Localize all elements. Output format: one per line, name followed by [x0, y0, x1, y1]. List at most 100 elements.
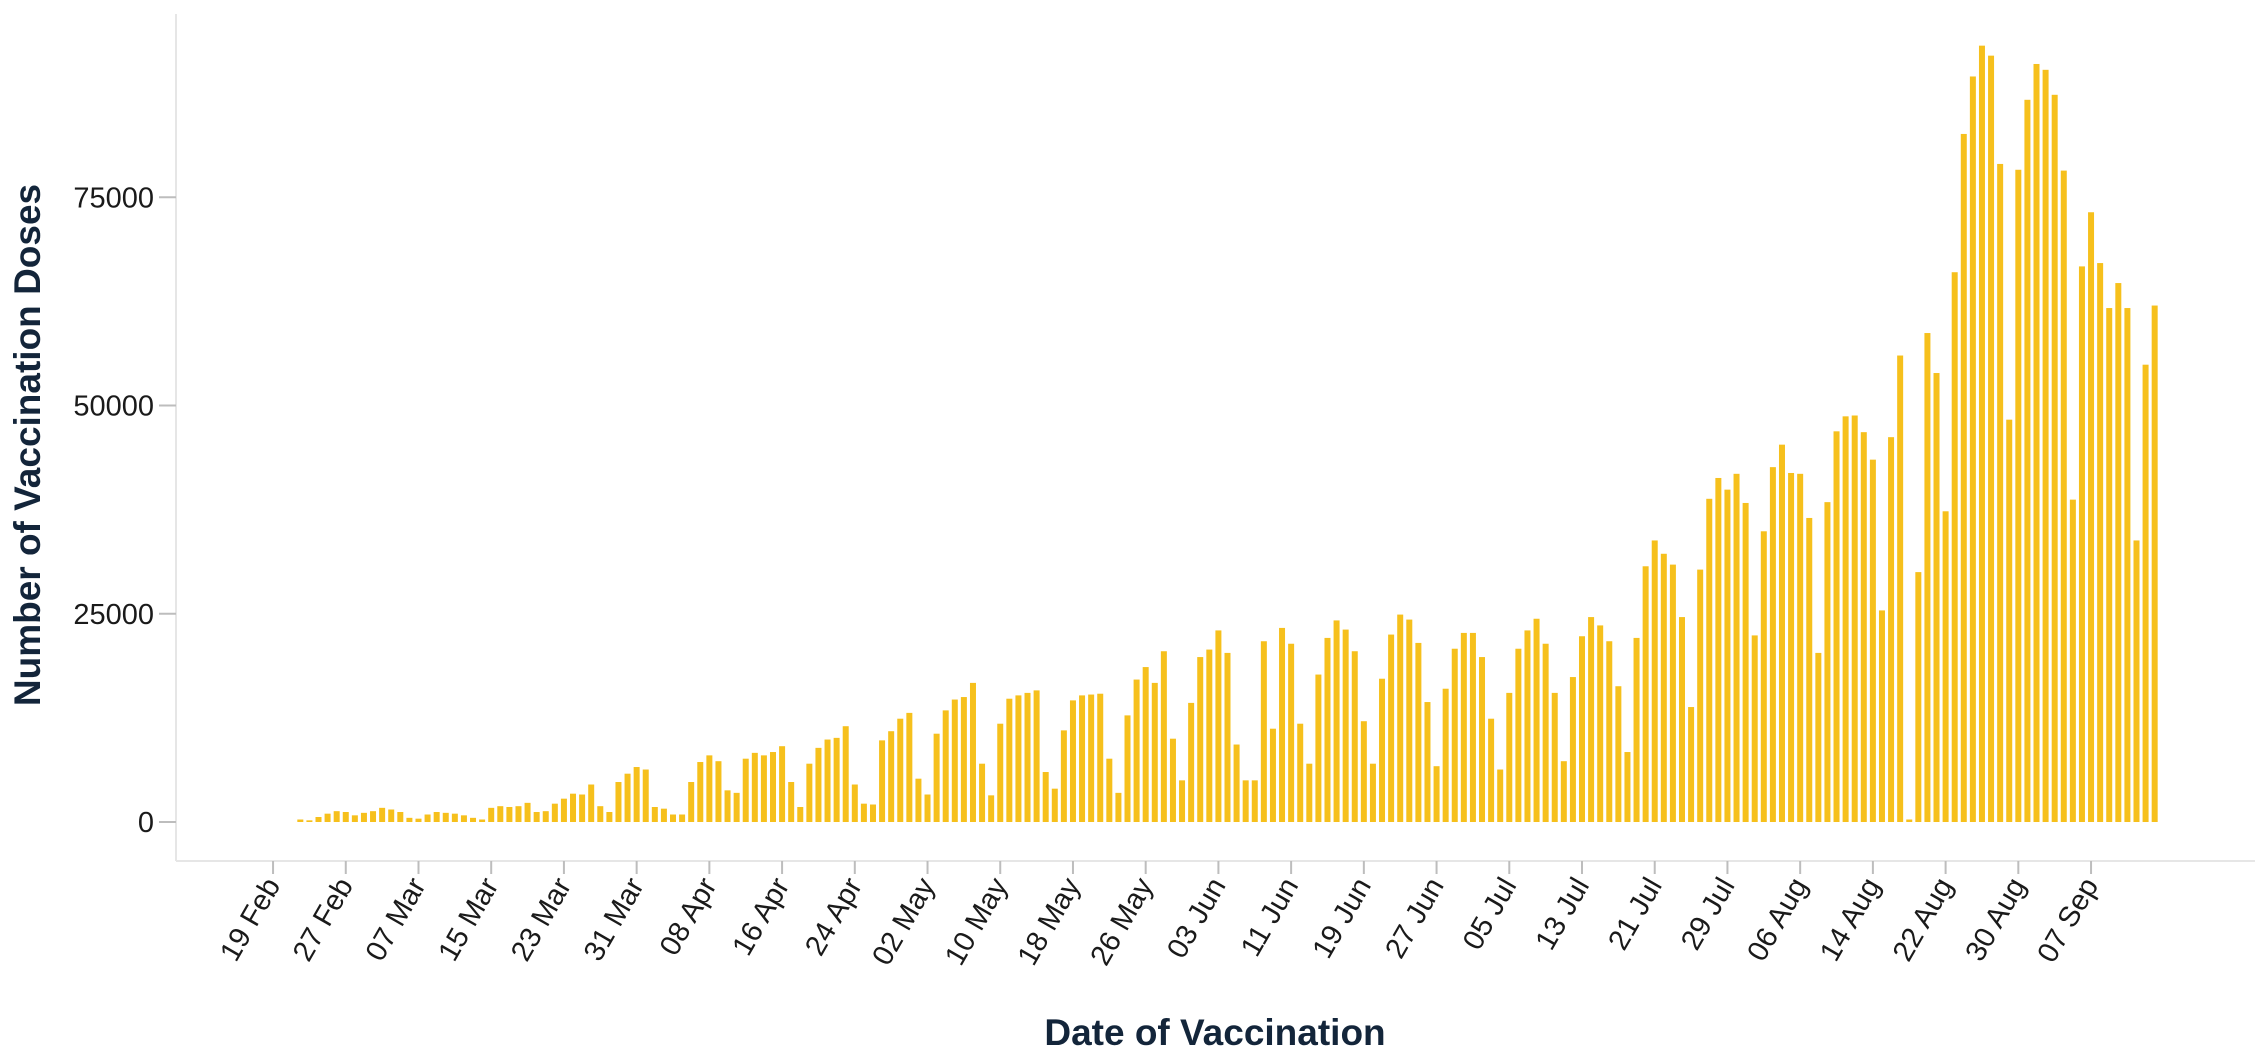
bar [1533, 618, 1540, 822]
bar [1406, 619, 1413, 822]
x-tick-label: 13 Jul [1530, 873, 1596, 956]
bar [997, 723, 1004, 822]
bar [1142, 667, 1149, 822]
x-axis-title: Date of Vaccination [1044, 1012, 1385, 1053]
bar [1206, 649, 1213, 822]
bar [1451, 648, 1458, 822]
bar [1888, 437, 1895, 822]
bar [515, 806, 522, 822]
bar [942, 710, 949, 822]
bar [2142, 364, 2149, 822]
bar [2042, 69, 2049, 823]
bar [1479, 657, 1486, 822]
bar [1233, 744, 1240, 822]
bar [1942, 511, 1949, 822]
x-tick-label: 19 Feb [214, 873, 287, 967]
bar [724, 790, 731, 822]
bar [1706, 498, 1713, 822]
bar [1224, 652, 1231, 822]
bar [1933, 373, 1940, 822]
bar [324, 813, 331, 822]
bar [651, 807, 658, 822]
bar [497, 806, 504, 822]
bar [915, 778, 922, 822]
bar [1469, 632, 1476, 822]
bar [1742, 502, 1749, 822]
bar [1524, 630, 1531, 822]
bar [460, 815, 467, 822]
bar [1360, 721, 1367, 822]
bar [1351, 651, 1358, 822]
bar [542, 811, 549, 822]
bar [1669, 564, 1676, 822]
y-tick-label: 25000 [73, 599, 154, 631]
bar [615, 782, 622, 822]
bar [1324, 637, 1331, 822]
bar [1188, 702, 1195, 822]
bar [1551, 692, 1558, 822]
bar [506, 807, 513, 822]
bar [1115, 792, 1122, 822]
bar [2106, 308, 2113, 822]
bar [988, 795, 995, 822]
bar [1388, 634, 1395, 822]
bar [979, 763, 986, 822]
bar [2088, 212, 2095, 823]
x-tick-label: 03 Jun [1161, 873, 1232, 964]
bar [2124, 308, 2131, 822]
bar [924, 794, 931, 822]
bar [1297, 723, 1304, 822]
bar [1315, 674, 1322, 822]
bar [1988, 55, 1995, 823]
bar [1733, 473, 1740, 822]
x-tick-label: 11 Jun [1235, 873, 1305, 963]
bar [1424, 702, 1431, 822]
x-tick-label: 24 Apr [799, 872, 869, 961]
bar [869, 804, 876, 822]
x-tick-label: 07 Sep [2031, 873, 2105, 969]
bar [1060, 730, 1067, 822]
bar [1660, 553, 1667, 822]
bar [551, 803, 558, 822]
bar [1969, 76, 1976, 822]
bar [1724, 489, 1731, 822]
bar [2069, 499, 2076, 822]
bar [624, 773, 631, 822]
bar [1497, 769, 1504, 822]
bar [1560, 761, 1567, 822]
bar [1288, 643, 1295, 822]
x-tick-label: 05 Jul [1457, 873, 1523, 956]
y-tick-label: 75000 [73, 182, 154, 214]
bar [670, 814, 677, 822]
bar [579, 794, 586, 822]
bar [588, 784, 595, 822]
bar [379, 807, 386, 822]
bar [1797, 473, 1804, 822]
bar [1569, 677, 1576, 822]
bar [451, 813, 458, 822]
bar [797, 807, 804, 822]
bar [1160, 651, 1167, 822]
bar [697, 762, 704, 822]
bar [1369, 763, 1376, 822]
x-tick-label: 29 Jul [1675, 873, 1741, 956]
y-tick-label: 50000 [73, 391, 154, 423]
bar [1715, 477, 1722, 822]
bar [1915, 572, 1922, 822]
bar [951, 699, 958, 822]
bar [488, 807, 495, 822]
x-tick-label: 30 Aug [1960, 873, 2033, 967]
bar [1642, 566, 1649, 822]
bar [1442, 688, 1449, 822]
x-tick-label: 10 May [939, 872, 1015, 971]
bar [2078, 266, 2085, 822]
bar [933, 733, 940, 822]
bar [1769, 467, 1776, 822]
bar [533, 812, 540, 822]
x-tick-label: 22 Aug [1887, 873, 1960, 967]
bar [524, 802, 531, 822]
bar [824, 739, 831, 822]
bar [1960, 133, 1967, 823]
bar [1997, 163, 2004, 823]
x-tick-label: 31 Mar [578, 872, 651, 966]
